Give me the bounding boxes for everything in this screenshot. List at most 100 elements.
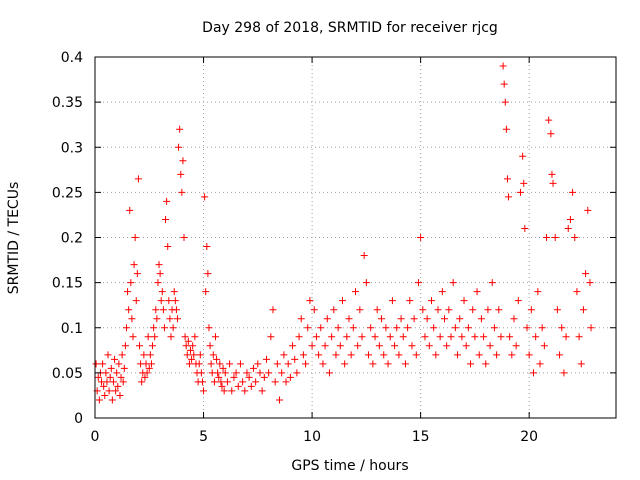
- data-point: [330, 306, 338, 314]
- data-point: [310, 306, 318, 314]
- data-point: [525, 351, 533, 359]
- data-point: [124, 288, 132, 296]
- data-point: [569, 188, 577, 196]
- data-point: [128, 315, 136, 323]
- ticks-layer: [94, 56, 616, 419]
- data-point: [454, 351, 462, 359]
- x-tick-label: 5: [199, 429, 208, 445]
- data-point: [375, 342, 383, 350]
- data-point: [582, 270, 590, 278]
- data-point: [384, 360, 392, 368]
- data-point: [260, 373, 268, 381]
- data-point: [571, 234, 579, 241]
- data-point: [549, 179, 557, 187]
- data-point: [530, 369, 538, 377]
- data-point: [432, 351, 440, 359]
- data-point: [408, 342, 416, 350]
- data-point: [412, 351, 420, 359]
- data-point: [172, 306, 180, 314]
- data-point: [289, 342, 297, 350]
- data-point: [512, 342, 520, 350]
- data-point: [586, 279, 594, 287]
- data-point: [332, 351, 340, 359]
- y-tick-label: 0.15: [52, 276, 83, 292]
- data-point: [358, 333, 366, 341]
- data-point: [553, 306, 561, 314]
- data-point: [425, 342, 433, 350]
- data-point: [218, 382, 226, 390]
- data-point: [156, 270, 164, 278]
- data-point: [499, 62, 507, 70]
- data-point: [430, 324, 438, 332]
- data-point: [312, 333, 320, 341]
- data-point: [325, 369, 333, 377]
- y-tick-label: 0.1: [61, 321, 83, 337]
- data-point: [391, 342, 399, 350]
- data-point: [458, 333, 466, 341]
- data-point: [273, 360, 281, 368]
- data-point: [114, 382, 122, 390]
- data-point: [306, 297, 314, 305]
- data-point: [506, 333, 514, 341]
- data-point: [547, 130, 555, 138]
- data-point: [204, 270, 212, 278]
- data-point: [449, 279, 457, 287]
- data-point: [538, 324, 546, 332]
- data-point: [265, 369, 273, 377]
- data-point: [149, 342, 157, 350]
- data-point: [577, 360, 585, 368]
- data-point: [228, 387, 236, 395]
- data-point: [216, 360, 224, 368]
- data-point: [404, 324, 412, 332]
- data-point: [133, 270, 141, 278]
- data-point: [434, 306, 442, 314]
- data-point: [185, 360, 193, 368]
- data-point: [213, 355, 221, 363]
- data-point: [484, 306, 492, 314]
- data-point: [328, 333, 336, 341]
- data-point: [505, 193, 513, 201]
- data-point: [579, 306, 587, 314]
- data-point: [262, 355, 270, 363]
- data-point: [106, 373, 114, 381]
- data-point: [183, 351, 191, 359]
- data-point: [211, 333, 219, 341]
- data-point: [299, 351, 307, 359]
- data-point: [345, 315, 353, 323]
- data-point: [221, 369, 229, 377]
- data-point: [336, 342, 344, 350]
- data-point: [467, 360, 475, 368]
- data-point: [108, 396, 116, 404]
- data-point: [210, 378, 218, 386]
- data-point: [195, 360, 203, 368]
- data-point: [190, 351, 198, 359]
- data-point: [230, 373, 238, 381]
- data-point: [267, 333, 275, 341]
- data-point: [417, 234, 425, 241]
- data-point: [456, 315, 464, 323]
- data-point: [464, 324, 472, 332]
- data-point: [234, 382, 242, 390]
- data-point: [441, 315, 449, 323]
- data-point: [136, 342, 144, 350]
- chart-title: Day 298 of 2018, SRMTID for receiver rjc…: [202, 20, 498, 36]
- x-tick-label: 15: [412, 429, 430, 445]
- y-tick-label: 0.4: [61, 50, 83, 66]
- data-point: [460, 297, 468, 305]
- data-point: [209, 351, 217, 359]
- data-point: [104, 351, 112, 359]
- data-point: [146, 351, 154, 359]
- data-point: [175, 143, 183, 151]
- data-point: [367, 324, 375, 332]
- data-point: [214, 369, 222, 377]
- data-point: [249, 364, 257, 372]
- data-point: [540, 342, 548, 350]
- data-point: [414, 279, 422, 287]
- data-point: [419, 306, 427, 314]
- data-point: [153, 315, 161, 323]
- data-point: [560, 369, 568, 377]
- data-point: [508, 351, 516, 359]
- data-point: [308, 342, 316, 350]
- data-point: [527, 306, 535, 314]
- data-point: [451, 324, 459, 332]
